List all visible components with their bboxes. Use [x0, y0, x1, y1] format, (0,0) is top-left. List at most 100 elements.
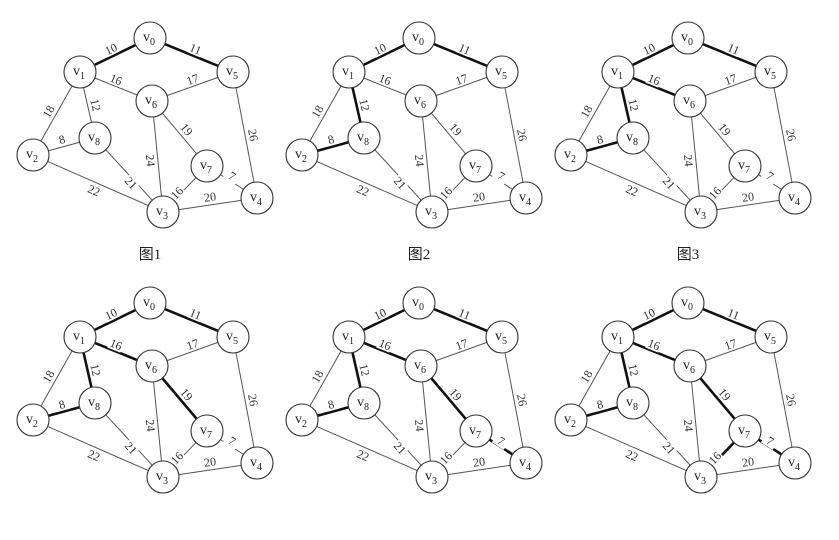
node-v6: v6 — [404, 84, 438, 118]
edge-weight-bg — [591, 396, 609, 413]
node-v1: v1 — [63, 320, 97, 354]
edge-v1-v8 — [83, 87, 92, 123]
edge-weight-bg — [322, 396, 340, 413]
node-subscript: 4 — [257, 197, 262, 208]
edge-weight-bg — [85, 182, 103, 199]
edge-weight-v0-v1: 10 — [641, 40, 658, 58]
node-circle — [332, 320, 366, 354]
edge-weight-bg — [121, 173, 141, 193]
edge-weight-v2-v8: 8 — [326, 397, 335, 412]
node-letter: v — [694, 469, 701, 484]
edge-weight-bg — [783, 126, 799, 144]
node-v0: v0 — [133, 286, 167, 320]
edge-weight-bg — [645, 336, 663, 353]
node-label: v5 — [495, 64, 507, 82]
node-subscript: 8 — [95, 402, 100, 413]
node-subscript: 5 — [502, 336, 507, 347]
node-subscript: 6 — [152, 100, 157, 111]
edge-weight-v0-v5: 11 — [456, 305, 472, 322]
node-circle — [16, 403, 50, 437]
edge-v0-v5 — [433, 307, 488, 333]
edge-weight-v3-v4: 20 — [203, 454, 217, 470]
node-circle — [146, 460, 180, 494]
node-v2: v2 — [16, 403, 50, 437]
edge-weight-bg — [308, 102, 327, 121]
edge-weight-v6-v3: 24 — [143, 154, 158, 167]
node-label: v0 — [412, 30, 424, 48]
edge-weight-v0-v5: 11 — [725, 305, 741, 322]
node-v3: v3 — [146, 195, 180, 229]
edge-weight-v1-v6: 16 — [377, 71, 393, 88]
node-letter: v — [26, 412, 33, 427]
edge-weight-v6-v5: 17 — [453, 336, 469, 353]
node-circle — [684, 460, 718, 494]
edge-weight-v2-v3: 22 — [624, 447, 641, 465]
node-subscript: 6 — [152, 365, 157, 376]
edge-v2-v8 — [317, 405, 349, 418]
edge-weight-bg — [88, 361, 103, 379]
edge-weight-v8-v3: 21 — [660, 439, 678, 457]
edge-weight-bg — [167, 448, 187, 468]
node-subscript: 8 — [364, 137, 369, 148]
node-v1: v1 — [332, 55, 366, 89]
node-v8: v8 — [347, 386, 381, 420]
edge-weight-bg — [471, 190, 487, 204]
node-circle — [616, 386, 650, 420]
node-circle — [728, 414, 762, 448]
edge-v5-v4 — [773, 352, 793, 448]
edge-weight-v2-v3: 22 — [355, 182, 372, 200]
edge-weight-v5-v4: 26 — [783, 393, 799, 407]
node-v2: v2 — [285, 138, 319, 172]
node-label: v6 — [683, 93, 695, 111]
edge-v5-v4 — [504, 87, 524, 183]
node-v5: v5 — [485, 320, 519, 354]
node-letter: v — [519, 190, 526, 205]
edge-weight-v5-v4: 26 — [245, 128, 261, 142]
node-subscript: 2 — [33, 154, 38, 165]
node-circle — [78, 121, 112, 155]
node-v4: v4 — [778, 446, 812, 480]
node-subscript: 3 — [432, 476, 437, 487]
node-circle — [135, 349, 169, 383]
edge-v0-v1 — [631, 43, 675, 67]
figure: 10 11 18 12 16 17 26 8 22 21 24 19 16 7 20 v0 v1 v2 v3 v4 v5… — [16, 21, 812, 494]
edge-weight-bg — [623, 447, 641, 464]
edge-weight-v0-v5: 11 — [456, 40, 472, 57]
edge-v6-v3 — [153, 381, 162, 462]
edge-v1-v8 — [351, 352, 362, 388]
node-circle — [684, 195, 718, 229]
edge-weight-v1-v8: 12 — [356, 98, 372, 113]
edge-weight-v0-v5: 11 — [187, 40, 203, 57]
node-subscript: 7 — [476, 165, 481, 176]
edge-weight-bg — [107, 336, 125, 353]
node-letter: v — [26, 147, 33, 162]
edge-weight-v3-v4: 20 — [741, 454, 755, 470]
edge-v1-v8 — [82, 352, 93, 388]
node-label: v8 — [626, 395, 638, 413]
node-subscript: 3 — [432, 211, 437, 222]
edge-v8-v3 — [643, 149, 691, 201]
edge-weight-bg — [245, 126, 261, 144]
node-circle — [135, 84, 169, 118]
edge-v6-v5 — [166, 341, 219, 362]
edge-weight-v6-v7: 19 — [446, 120, 464, 138]
node-circle — [415, 460, 449, 494]
node-label: v1 — [73, 64, 85, 82]
node-label: v5 — [226, 329, 238, 347]
node-v0: v0 — [671, 286, 705, 320]
node-subscript: 1 — [80, 336, 85, 347]
edge-weight-bg — [623, 182, 641, 199]
edge-weight-v6-v5: 17 — [184, 71, 200, 88]
edge-v0-v5 — [164, 42, 219, 68]
node-letter: v — [694, 204, 701, 219]
node-label: v0 — [681, 295, 693, 313]
node-circle — [601, 55, 635, 89]
node-label: v1 — [611, 329, 623, 347]
node-circle — [754, 55, 788, 89]
edge-weight-bg — [645, 71, 663, 88]
node-letter: v — [357, 395, 364, 410]
edge-weight-bg — [371, 40, 389, 58]
node-label: v4 — [519, 190, 531, 208]
